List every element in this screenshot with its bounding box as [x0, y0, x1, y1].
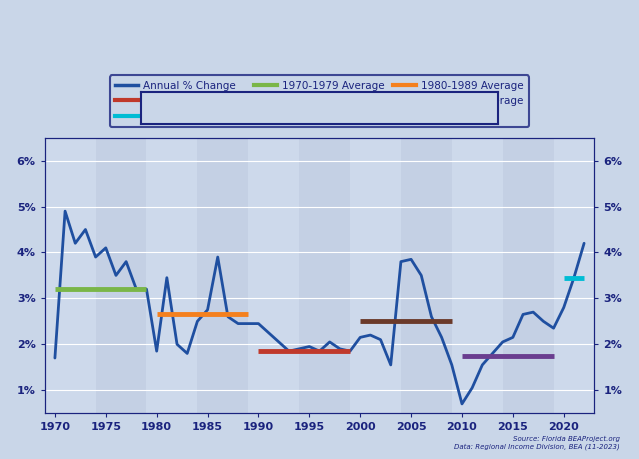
Bar [45, 138, 96, 413]
Legend: Annual % Change, 1990-1999 Average, 2020-2022 Average, 1970-1979 Average, 2000-2: Annual % Change, 1990-1999 Average, 2020… [110, 75, 529, 127]
Bar [452, 138, 503, 413]
Bar [249, 138, 299, 413]
Bar [350, 138, 401, 413]
Bar [503, 138, 553, 413]
Text: Source: Florida BEAProject.org
Data: Regional Income Division, BEA (11-2023): Source: Florida BEAProject.org Data: Reg… [454, 436, 620, 450]
Bar [401, 138, 452, 413]
Bar [96, 138, 146, 413]
Bar [299, 138, 350, 413]
Bar [146, 138, 197, 413]
Bar [197, 138, 249, 413]
Bar [553, 138, 594, 413]
